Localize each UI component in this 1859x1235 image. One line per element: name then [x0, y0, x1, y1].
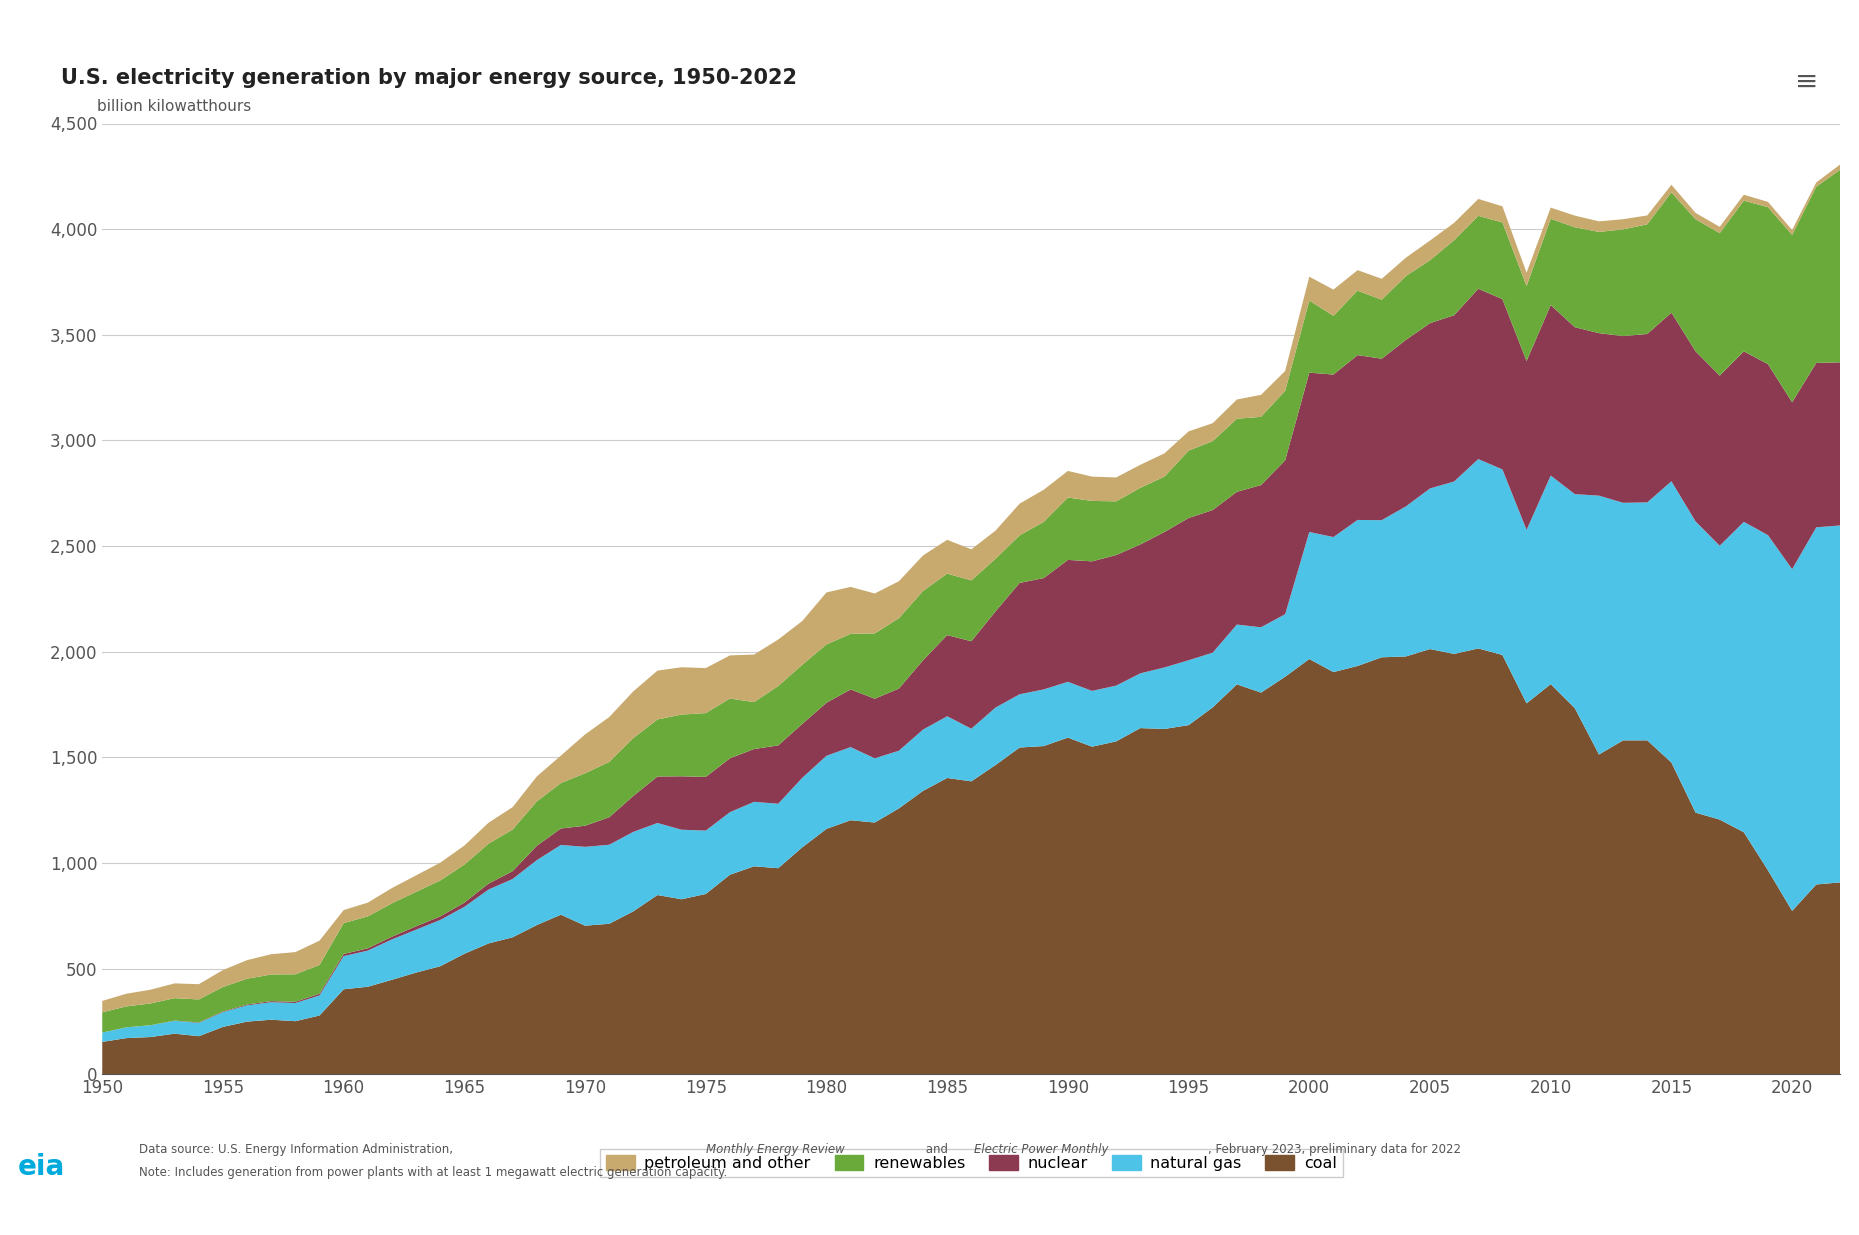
Text: Note: Includes generation from power plants with at least 1 megawatt electric ge: Note: Includes generation from power pla… [139, 1166, 727, 1178]
Text: eia: eia [17, 1153, 65, 1181]
Text: ≡: ≡ [1794, 68, 1818, 96]
Text: , February 2023, preliminary data for 2022: , February 2023, preliminary data for 20… [1208, 1144, 1461, 1156]
Text: Data source: U.S. Energy Information Administration,: Data source: U.S. Energy Information Adm… [139, 1144, 457, 1156]
Text: billion kilowatthours: billion kilowatthours [97, 99, 251, 114]
Text: and: and [922, 1144, 952, 1156]
Text: Monthly Energy Review: Monthly Energy Review [706, 1144, 846, 1156]
Legend: petroleum and other, renewables, nuclear, natural gas, coal: petroleum and other, renewables, nuclear… [600, 1149, 1342, 1177]
Text: Electric Power Monthly: Electric Power Monthly [974, 1144, 1108, 1156]
Text: U.S. electricity generation by major energy source, 1950-2022: U.S. electricity generation by major ene… [61, 68, 798, 88]
